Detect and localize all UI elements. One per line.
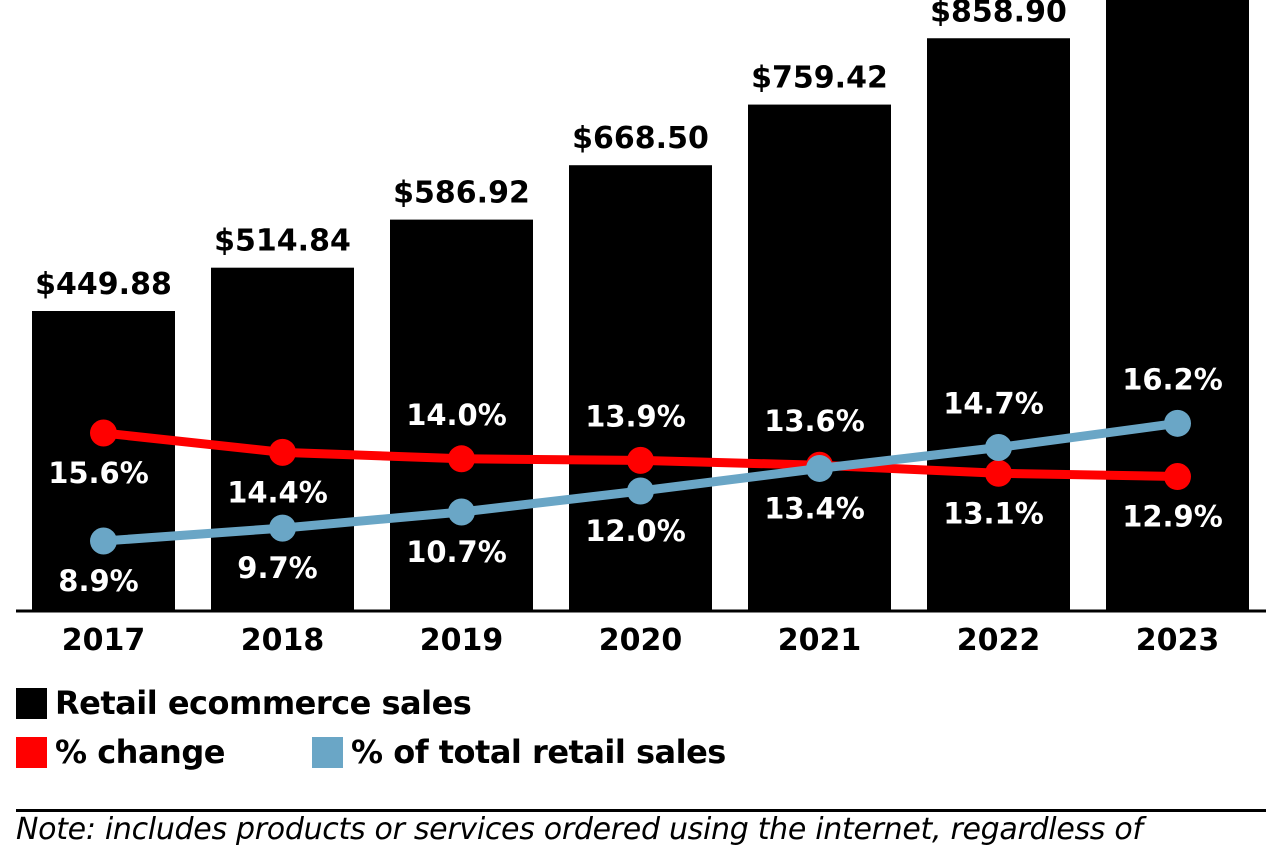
bars-layer (32, 0, 1249, 612)
x-tick-2023: 2023 (1136, 623, 1220, 658)
bar-value-label-2017: $449.88 (35, 267, 172, 302)
bar-2020 (569, 165, 712, 611)
x-tick-2020: 2020 (599, 623, 683, 658)
x-axis-ticks: 2017 2018 2019 2020 2021 2022 2023 (62, 623, 1220, 658)
chart-note: Note: includes products or services orde… (16, 812, 1143, 847)
percent-labels-layer: 15.6% 14.4% 14.0% 13.9% 13.6% 13.1% 12.9% 8.9% 9… (48, 362, 1223, 598)
bar-2023 (1106, 0, 1249, 611)
pct-change-point-2017 (90, 419, 117, 447)
pct-change-point-2020 (627, 446, 654, 474)
pct-change-point-2019 (448, 445, 475, 473)
bar-2021 (748, 104, 891, 611)
bar-value-label-2021: $759.42 (751, 61, 888, 96)
pct-share-point-2018 (269, 514, 296, 542)
pct-share-label-2023: 16.2% (1122, 362, 1223, 396)
pct-share-point-2021 (806, 454, 833, 482)
bar-2019 (390, 219, 533, 611)
pct-share-label-2019: 10.7% (406, 535, 507, 569)
legend-swatch-change (16, 736, 47, 768)
bar-value-label-2020: $668.50 (572, 121, 709, 156)
legend-row-1: Retail ecommerce sales (16, 684, 472, 722)
pct-change-label-2022: 13.1% (943, 496, 1044, 530)
pct-share-label-2020: 12.0% (585, 514, 686, 548)
pct-share-point-2019 (448, 498, 475, 526)
bar-2017 (32, 311, 175, 611)
x-tick-2017: 2017 (62, 623, 146, 658)
x-tick-2018: 2018 (241, 623, 325, 658)
legend-row-2: % change % of total retail sales (16, 733, 1216, 771)
pct-change-label-2020: 13.9% (585, 399, 686, 433)
pct-share-point-2017 (90, 527, 117, 555)
note-divider (16, 809, 1266, 812)
pct-share-label-2022: 14.7% (943, 387, 1044, 421)
legend-label-change: % change (55, 733, 225, 771)
pct-share-label-2017: 8.9% (58, 564, 138, 598)
legend-label-share: % of total retail sales (351, 733, 726, 771)
lines-layer (90, 409, 1191, 555)
bar-2022 (927, 38, 1070, 612)
legend-item-share: % of total retail sales (312, 733, 726, 771)
pct-change-label-2019: 14.0% (406, 398, 507, 432)
pct-share-label-2021: 13.4% (764, 491, 865, 525)
pct-share-point-2022 (985, 434, 1012, 462)
pct-share-label-2018: 9.7% (237, 551, 317, 585)
pct-change-label-2021: 13.6% (764, 404, 865, 438)
legend-swatch-sales (16, 687, 47, 719)
bar-labels-layer: $449.88 $514.84 $586.92 $668.50 $759.42 $858.… (35, 0, 1067, 302)
bar-value-label-2018: $514.84 (214, 224, 351, 259)
bar-value-label-2019: $586.92 (393, 176, 530, 211)
bar-value-label-2022: $858.90 (930, 0, 1067, 29)
pct-share-point-2020 (627, 477, 654, 505)
pct-change-point-2023 (1164, 463, 1191, 491)
pct-share-point-2023 (1164, 409, 1191, 437)
x-tick-2019: 2019 (420, 623, 504, 658)
pct-change-point-2022 (985, 459, 1012, 487)
chart: $449.88 $514.84 $586.92 $668.50 $759.42 $858.… (16, 0, 1266, 658)
pct-change-point-2018 (269, 438, 296, 466)
pct-change-label-2017: 15.6% (48, 456, 149, 490)
pct-change-label-2018: 14.4% (227, 475, 328, 509)
legend-swatch-share (312, 736, 343, 768)
x-tick-2021: 2021 (778, 623, 862, 658)
legend-label-sales: Retail ecommerce sales (55, 684, 472, 722)
pct-change-label-2023: 12.9% (1122, 500, 1223, 534)
x-tick-2022: 2022 (957, 623, 1041, 658)
